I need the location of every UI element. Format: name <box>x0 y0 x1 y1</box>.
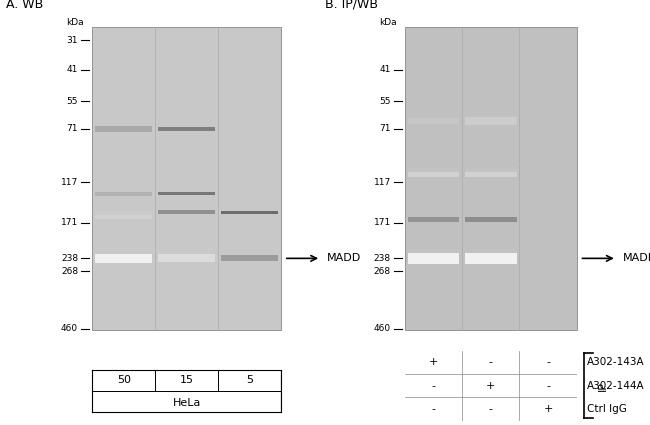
Text: 31: 31 <box>66 36 78 45</box>
Text: MADD: MADD <box>623 253 650 264</box>
Text: 71: 71 <box>380 124 391 133</box>
Bar <box>158 210 215 214</box>
Text: MADD: MADD <box>327 253 361 264</box>
Text: 268: 268 <box>61 266 78 275</box>
Text: 171: 171 <box>374 218 391 227</box>
Bar <box>95 254 152 263</box>
Text: 238: 238 <box>61 254 78 263</box>
Text: Ctrl IgG: Ctrl IgG <box>587 404 627 414</box>
Text: -: - <box>489 357 493 367</box>
Text: IP: IP <box>599 381 608 391</box>
Text: 460: 460 <box>374 324 391 334</box>
Text: +: + <box>543 404 552 414</box>
Text: A302-144A: A302-144A <box>587 381 645 391</box>
Text: -: - <box>546 357 550 367</box>
Bar <box>95 126 152 132</box>
Text: 238: 238 <box>374 254 391 263</box>
Bar <box>465 170 517 177</box>
Text: -: - <box>546 381 550 391</box>
Text: -: - <box>489 404 493 414</box>
Text: +: + <box>429 357 438 367</box>
Bar <box>221 255 278 261</box>
Text: 50: 50 <box>117 375 131 385</box>
Text: kDa: kDa <box>66 18 84 27</box>
Bar <box>465 117 517 125</box>
Text: 171: 171 <box>60 218 78 227</box>
Bar <box>408 118 460 124</box>
Text: 71: 71 <box>66 124 78 133</box>
Bar <box>405 27 577 330</box>
Bar <box>158 127 215 131</box>
Bar <box>95 210 152 215</box>
Bar <box>95 213 152 219</box>
Text: 15: 15 <box>179 375 194 385</box>
Bar <box>408 253 460 264</box>
Bar <box>408 217 460 221</box>
Text: 5: 5 <box>246 375 253 385</box>
Text: A. WB: A. WB <box>6 0 44 11</box>
Text: 55: 55 <box>66 97 78 106</box>
Bar <box>408 170 460 177</box>
Text: HeLa: HeLa <box>172 398 201 408</box>
Bar <box>92 27 281 330</box>
Bar <box>158 192 215 195</box>
Text: 460: 460 <box>61 324 78 334</box>
Bar <box>465 167 517 172</box>
Text: 117: 117 <box>60 178 78 187</box>
Text: 268: 268 <box>374 266 391 275</box>
Text: 41: 41 <box>66 65 78 74</box>
Bar <box>465 253 517 264</box>
Text: A302-143A: A302-143A <box>587 357 645 367</box>
Text: -: - <box>432 404 436 414</box>
Bar <box>158 255 215 262</box>
Bar <box>408 167 460 172</box>
Text: 41: 41 <box>380 65 391 74</box>
Text: kDa: kDa <box>379 18 396 27</box>
Text: +: + <box>486 381 495 391</box>
Text: -: - <box>432 381 436 391</box>
Bar <box>221 211 278 214</box>
Text: 117: 117 <box>374 178 391 187</box>
Text: 55: 55 <box>380 97 391 106</box>
Text: B. IP/WB: B. IP/WB <box>325 0 378 11</box>
Bar <box>95 192 152 196</box>
Bar <box>465 217 517 221</box>
